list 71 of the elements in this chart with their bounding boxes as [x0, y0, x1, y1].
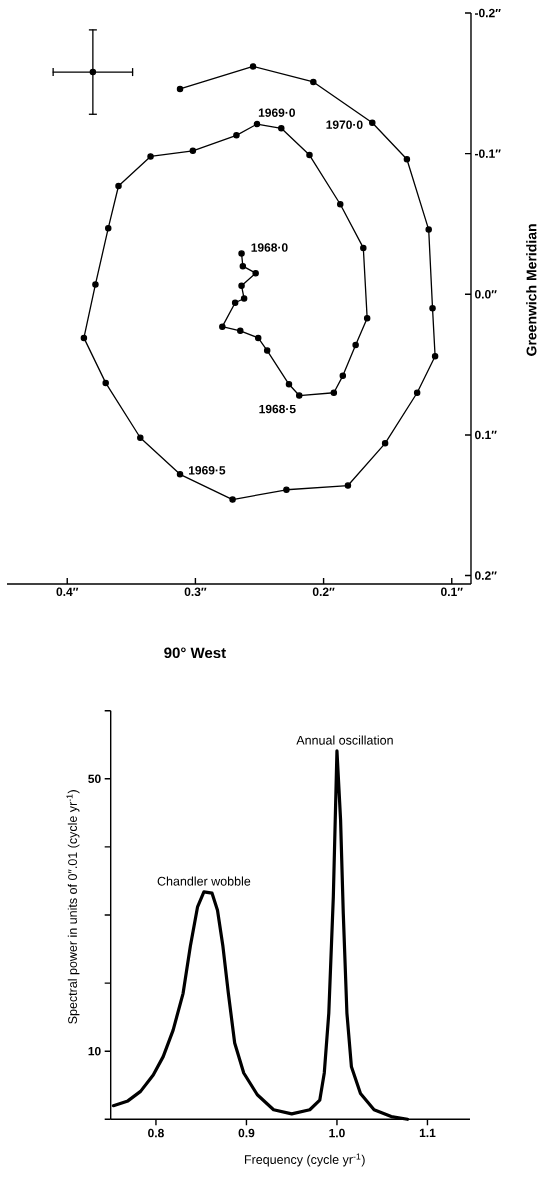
annotation: Chandler wobble [157, 876, 251, 886]
point [231, 299, 239, 306]
point [429, 305, 436, 312]
point [337, 201, 344, 208]
point [285, 381, 293, 388]
point [339, 372, 347, 380]
annotation: 1968·5 [259, 404, 296, 414]
point [233, 132, 240, 139]
x-tick-label: 0.4″ [56, 587, 79, 597]
point [283, 486, 290, 494]
point [176, 85, 184, 93]
x-tick-label: 1.0 [329, 1128, 345, 1138]
point [238, 250, 245, 257]
point [352, 341, 359, 349]
point [105, 224, 112, 232]
y-axis-title: Greenwich Meridian [526, 224, 537, 356]
point [189, 147, 197, 155]
point [360, 244, 367, 252]
point [89, 68, 97, 76]
point [330, 389, 338, 396]
point [344, 482, 352, 489]
x-tick-label: 0.8 [148, 1128, 164, 1138]
point [425, 226, 432, 233]
point [239, 262, 247, 270]
point [237, 327, 244, 335]
annotation: 1969·5 [188, 466, 226, 475]
y-tick-label: 0.2″ [474, 571, 497, 580]
point [176, 471, 184, 478]
point [310, 78, 317, 86]
y-tick-label: 50 [88, 774, 101, 784]
point [102, 379, 109, 387]
y-tick-label: -0.1″ [474, 149, 501, 158]
y-tick-label: 10 [88, 1046, 101, 1056]
point [278, 125, 285, 132]
y-tick-label: 0.1″ [474, 430, 497, 440]
point [363, 314, 371, 322]
x-axis-title: 90° West [164, 647, 226, 659]
point [147, 153, 154, 160]
point [403, 156, 411, 163]
point [249, 63, 257, 70]
x-tick-label: 0.9 [238, 1128, 255, 1138]
point [219, 323, 226, 330]
point [253, 120, 261, 128]
point [306, 151, 313, 159]
x-tick-label: 0.2″ [312, 587, 335, 597]
y-axis-title: Spectral power in units of 0″.01 (cycle yr$^{-1}$) [66, 790, 80, 1024]
x-axis-title: Frequency (cycle yr$^{-1}$) [244, 1153, 365, 1167]
point [137, 434, 144, 441]
point [238, 282, 245, 290]
annotation: 1968·0 [251, 243, 288, 252]
y-tick-label: 0.0″ [474, 290, 497, 299]
point [369, 119, 376, 126]
y-tick-label: -0.2″ [474, 8, 501, 18]
point [254, 334, 262, 342]
point [240, 295, 248, 302]
point [431, 352, 439, 360]
point [115, 182, 122, 190]
point [295, 392, 303, 399]
annotation: 1970·0 [326, 120, 363, 129]
point [229, 496, 236, 503]
x-tick-label: 0.1″ [441, 587, 463, 597]
point [381, 440, 389, 447]
x-tick-label: 0.3″ [184, 587, 207, 597]
point [413, 389, 421, 396]
annotation: 1969·0 [258, 108, 295, 117]
point [252, 269, 259, 277]
point [263, 347, 271, 354]
point [80, 334, 88, 342]
point [92, 281, 99, 288]
x-tick-label: 1.1 [419, 1128, 436, 1138]
annotation: Annual oscillation [296, 735, 393, 745]
